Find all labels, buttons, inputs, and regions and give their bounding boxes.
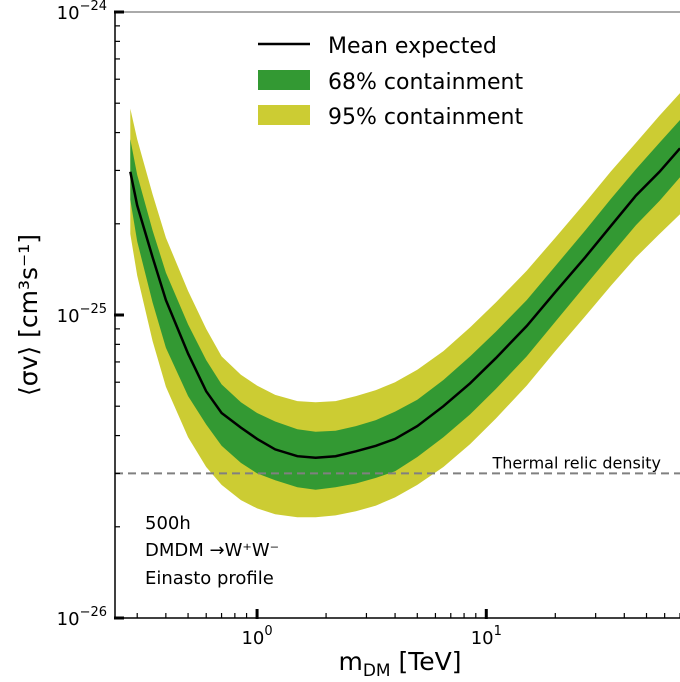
x-axis-label: mDM [TeV] (338, 647, 461, 681)
legend-label-mean: Mean expected (328, 34, 497, 59)
x-tick-label: 101 (471, 624, 502, 649)
containment-bands (130, 93, 680, 518)
band-95-containment (130, 93, 680, 518)
legend-label-68: 68% containment (328, 70, 523, 95)
y-tick-label: 10−25 (57, 302, 107, 327)
band-68-containment (130, 120, 680, 490)
tick-marks (114, 10, 680, 620)
tick-labels: 10−26 10−25 10−24 100 101 (57, 0, 502, 649)
annotation-profile: Einasto profile (145, 568, 274, 589)
annotation-channel: DMDM →W⁺W⁻ (145, 540, 279, 561)
annotation-exposure: 500h (145, 513, 191, 534)
y-axis-label: ⟨σv⟩ [cm³s⁻¹] (14, 234, 43, 396)
y-tick-label: 10−24 (57, 0, 107, 24)
annotation-block: 500h DMDM →W⁺W⁻ Einasto profile (145, 513, 279, 589)
axes (114, 11, 680, 619)
x-tick-label: 100 (241, 624, 272, 649)
thermal-relic-label: Thermal relic density (492, 453, 661, 472)
legend-swatch-68 (258, 70, 310, 90)
mean-expected-line (129, 147, 680, 459)
y-tick-label: 10−26 (57, 605, 107, 630)
legend-swatch-95 (258, 105, 310, 125)
legend-label-95: 95% containment (328, 105, 523, 130)
legend: Mean expected 68% containment 95% contai… (258, 34, 523, 130)
